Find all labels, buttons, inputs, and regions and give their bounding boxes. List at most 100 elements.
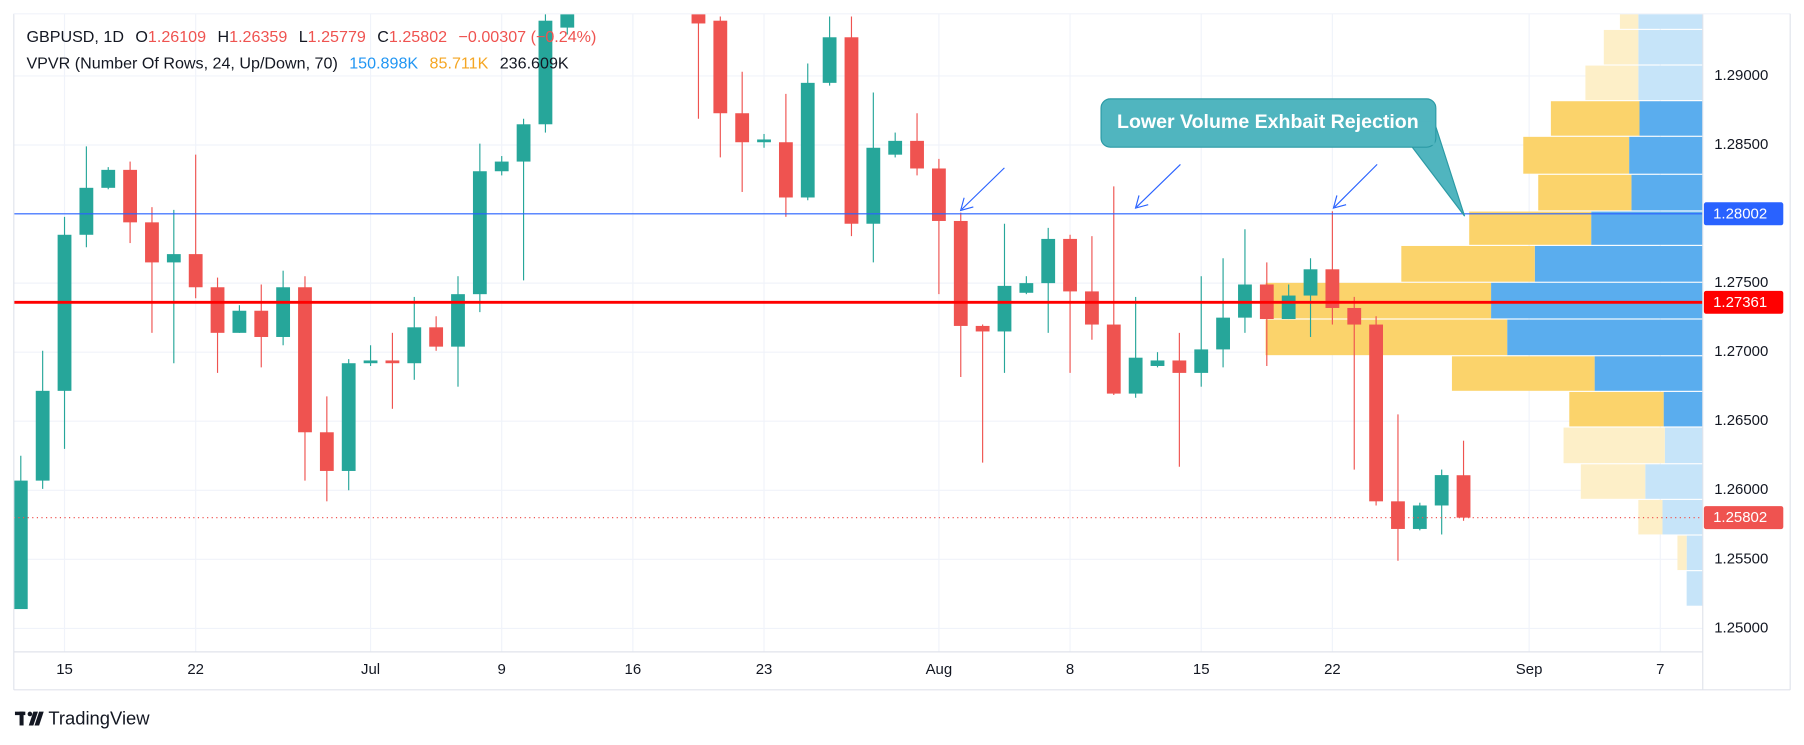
- candle-body: [1019, 283, 1034, 293]
- price-label-box: [1703, 202, 1784, 226]
- candle-body: [1106, 324, 1121, 394]
- candle-body: [79, 187, 94, 235]
- ohlc-letter: L: [299, 28, 308, 46]
- callout-text: Lower Volume Exhbait Rejection: [1117, 111, 1419, 133]
- logo-part: [27, 711, 33, 717]
- callout-join: [1412, 121, 1435, 145]
- x-tick-label: 15: [1193, 661, 1210, 678]
- candle-body: [1303, 269, 1318, 296]
- candle-body: [1128, 357, 1143, 394]
- candle-body: [735, 113, 750, 143]
- legend-indicator: VPVR (Number Of Rows, 24, Up/Down, 70) 1…: [26, 55, 568, 73]
- candle-body: [451, 294, 465, 347]
- candle-body: [1369, 324, 1384, 502]
- legend: GBPUSD, 1D O1.26109 H1.26359 L1.25779 C1…: [26, 28, 596, 73]
- candle-body: [1325, 269, 1340, 308]
- price-label: 1.25802: [1713, 509, 1767, 526]
- vp-down: [1538, 174, 1632, 211]
- vp-up: [1534, 245, 1703, 282]
- candle-body: [1412, 505, 1427, 529]
- vp-up: [1638, 65, 1703, 101]
- candle-body: [538, 20, 553, 125]
- candle-body: [123, 169, 138, 223]
- candle-body: [1085, 291, 1099, 325]
- vp-down: [1619, 13, 1639, 29]
- low-value: 1.25779: [308, 28, 366, 46]
- vp-up: [1631, 174, 1703, 211]
- candle-body: [516, 124, 531, 162]
- arrow-head: [1134, 195, 1149, 209]
- arrow-head: [1332, 195, 1347, 209]
- legend-ohlc: GBPUSD, 1D O1.26109 H1.26359 L1.25779 C1…: [26, 28, 596, 46]
- vp-down: [1469, 211, 1592, 245]
- vp-down: [1265, 319, 1508, 356]
- vp-down: [1401, 245, 1535, 282]
- vp-total: 236.609K: [500, 55, 569, 73]
- candle-body: [232, 310, 247, 333]
- arrow: [961, 167, 1005, 210]
- logo-mark: [14, 711, 44, 726]
- x-tick-label: 7: [1656, 661, 1664, 678]
- candle-body: [210, 287, 225, 333]
- vp-up: [1638, 13, 1703, 29]
- vp-down: [1569, 391, 1664, 427]
- x-tick-label: 15: [56, 661, 73, 678]
- candle-body: [385, 360, 400, 364]
- candle-body: [145, 222, 159, 263]
- x-tick-label: Jul: [361, 661, 380, 678]
- y-tick-label: 1.26000: [1714, 481, 1768, 498]
- candle-body: [101, 169, 116, 188]
- vp-up: [1594, 356, 1703, 391]
- candle-body: [822, 37, 837, 83]
- candle-body: [910, 140, 924, 169]
- plot-area: [13, 13, 1703, 610]
- vp-down: [1523, 136, 1630, 174]
- indicator-name: VPVR (Number Of Rows, 24, Up/Down, 70): [26, 55, 337, 73]
- vp-total: 85.711K: [430, 55, 489, 73]
- candle-body: [560, 13, 575, 28]
- vp-up: [1629, 136, 1703, 174]
- vp-down: [1451, 356, 1595, 391]
- price-label: 1.27361: [1713, 294, 1767, 311]
- candle-body: [953, 220, 968, 326]
- vp-down: [1585, 65, 1639, 101]
- y-tick-label: 1.26500: [1714, 412, 1768, 429]
- y-tick-label: 1.27500: [1714, 274, 1768, 291]
- candle-body: [975, 325, 990, 332]
- candle-body: [1434, 475, 1449, 506]
- logo-part: [28, 711, 38, 726]
- y-tick-label: 1.25500: [1714, 550, 1768, 567]
- vp-up: [1591, 211, 1703, 245]
- price-label-box: [1703, 506, 1784, 530]
- candle-body: [407, 327, 422, 364]
- candle-body: [1172, 360, 1187, 373]
- candle-body: [363, 360, 378, 364]
- price-label: 1.28002: [1713, 205, 1767, 222]
- candle-body: [757, 139, 771, 143]
- vp-down: [1563, 427, 1665, 464]
- x-tick-label: Sep: [1516, 661, 1543, 678]
- symbol: GBPUSD, 1D: [26, 28, 124, 46]
- vp-up: [1645, 464, 1703, 499]
- x-tick-label: Aug: [926, 661, 953, 678]
- candle-body: [866, 147, 881, 224]
- vp-up: [1491, 282, 1703, 319]
- x-tick-label: 22: [187, 661, 204, 678]
- candle-body: [997, 285, 1012, 332]
- vp-down: [1677, 535, 1687, 571]
- vp-up: [1686, 571, 1703, 606]
- candle-body: [1456, 475, 1471, 518]
- vp-down: [1603, 29, 1639, 65]
- candle-body: [713, 20, 728, 114]
- open-value: 1.26109: [148, 28, 206, 46]
- y-tick-label: 1.25000: [1714, 619, 1768, 636]
- vp-up: [1662, 499, 1703, 535]
- vp-up: [1639, 101, 1703, 136]
- candle-body: [888, 140, 903, 155]
- vp-up: [1686, 535, 1703, 571]
- vp-up: [1663, 391, 1703, 427]
- x-tick-label: 9: [498, 661, 506, 678]
- candle-body: [1041, 238, 1056, 284]
- logo-part: [19, 711, 24, 726]
